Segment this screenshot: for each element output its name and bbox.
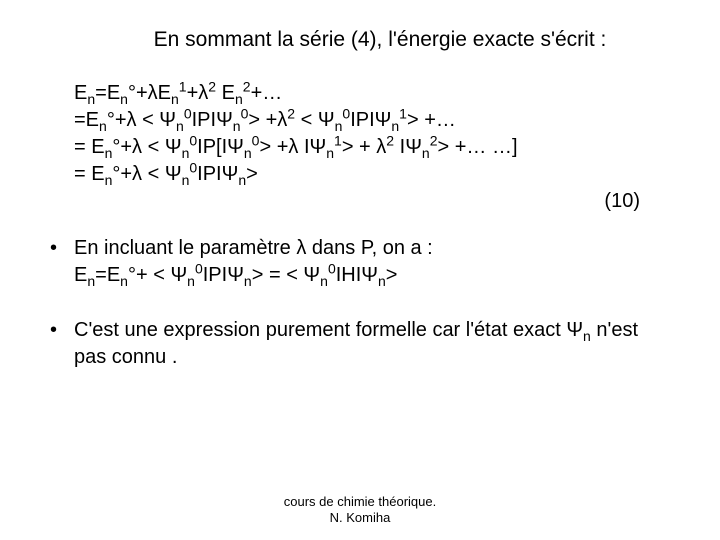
eq-line-1: En=En°+λEn1+λ2 En2+… bbox=[50, 80, 670, 107]
bullet-dot: • bbox=[50, 317, 74, 371]
footer-line-2: N. Komiha bbox=[0, 510, 720, 526]
bullet-1-eq: En=En°+ < Ψn0IPIΨn> = < Ψn0IHIΨn> bbox=[74, 262, 670, 289]
eq-line-2: =En°+λ < Ψn0IPIΨn0> +λ2 < Ψn0IPIΨn1> +… bbox=[50, 107, 670, 134]
eq-line-3: = En°+λ < Ψn0IP[IΨn0> +λ IΨn1> + λ2 IΨn2… bbox=[50, 134, 670, 161]
slide-title: En sommant la série (4), l'énergie exact… bbox=[50, 28, 670, 52]
bullet-2-text: C'est une expression purement formelle c… bbox=[74, 317, 670, 371]
slide-footer: cours de chimie théorique. N. Komiha bbox=[0, 494, 720, 527]
equation-block: En=En°+λEn1+λ2 En2+… =En°+λ < Ψn0IPIΨn0>… bbox=[50, 80, 670, 215]
eq-number: (10) bbox=[50, 188, 670, 215]
eq-line-4: = En°+λ < Ψn0IPIΨn> bbox=[50, 161, 670, 188]
bullet-1: • En incluant le paramètre λ dans P, on … bbox=[50, 235, 670, 289]
slide: En sommant la série (4), l'énergie exact… bbox=[0, 0, 720, 371]
bullet-2: • C'est une expression purement formelle… bbox=[50, 317, 670, 371]
bullet-1-text: En incluant le paramètre λ dans P, on a … bbox=[74, 235, 670, 289]
slide-content: En=En°+λEn1+λ2 En2+… =En°+λ < Ψn0IPIΨn0>… bbox=[50, 80, 670, 371]
footer-line-1: cours de chimie théorique. bbox=[0, 494, 720, 510]
bullet-dot: • bbox=[50, 235, 74, 289]
bullet-1-line-1: En incluant le paramètre λ dans P, on a … bbox=[74, 235, 670, 262]
